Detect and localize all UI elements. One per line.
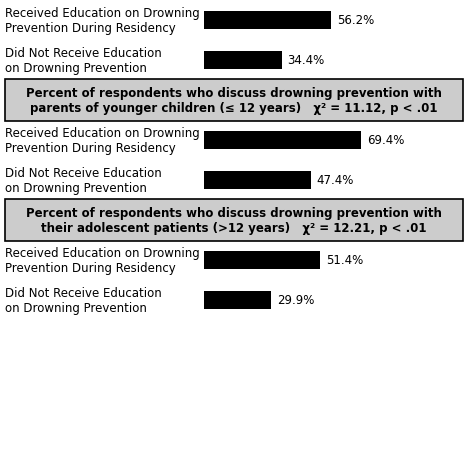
Text: Percent of respondents who discuss drowning prevention with
parents of younger c: Percent of respondents who discuss drown… (26, 87, 442, 115)
Text: Received Education on Drowning
Prevention During Residency: Received Education on Drowning Preventio… (5, 7, 199, 35)
Bar (204, 291, 271, 309)
Text: 56.2%: 56.2% (337, 15, 374, 27)
FancyBboxPatch shape (5, 200, 463, 242)
Text: 34.4%: 34.4% (287, 55, 324, 67)
Text: Did Not Receive Education
on Drowning Prevention: Did Not Receive Education on Drowning Pr… (5, 167, 161, 195)
Text: 69.4%: 69.4% (367, 134, 404, 147)
Bar (204, 12, 331, 30)
FancyBboxPatch shape (5, 80, 463, 122)
Bar (204, 172, 311, 190)
Text: Percent of respondents who discuss drowning prevention with
their adolescent pat: Percent of respondents who discuss drown… (26, 207, 442, 234)
Text: 51.4%: 51.4% (326, 254, 363, 267)
Text: Received Education on Drowning
Prevention During Residency: Received Education on Drowning Preventio… (5, 127, 199, 155)
Text: 29.9%: 29.9% (277, 294, 314, 307)
Text: Did Not Receive Education
on Drowning Prevention: Did Not Receive Education on Drowning Pr… (5, 47, 161, 75)
Text: 47.4%: 47.4% (317, 174, 354, 187)
Text: Received Education on Drowning
Prevention During Residency: Received Education on Drowning Preventio… (5, 247, 199, 274)
Bar (204, 131, 361, 150)
Bar (204, 52, 282, 70)
Bar (204, 252, 320, 269)
Text: Did Not Receive Education
on Drowning Prevention: Did Not Receive Education on Drowning Pr… (5, 286, 161, 314)
